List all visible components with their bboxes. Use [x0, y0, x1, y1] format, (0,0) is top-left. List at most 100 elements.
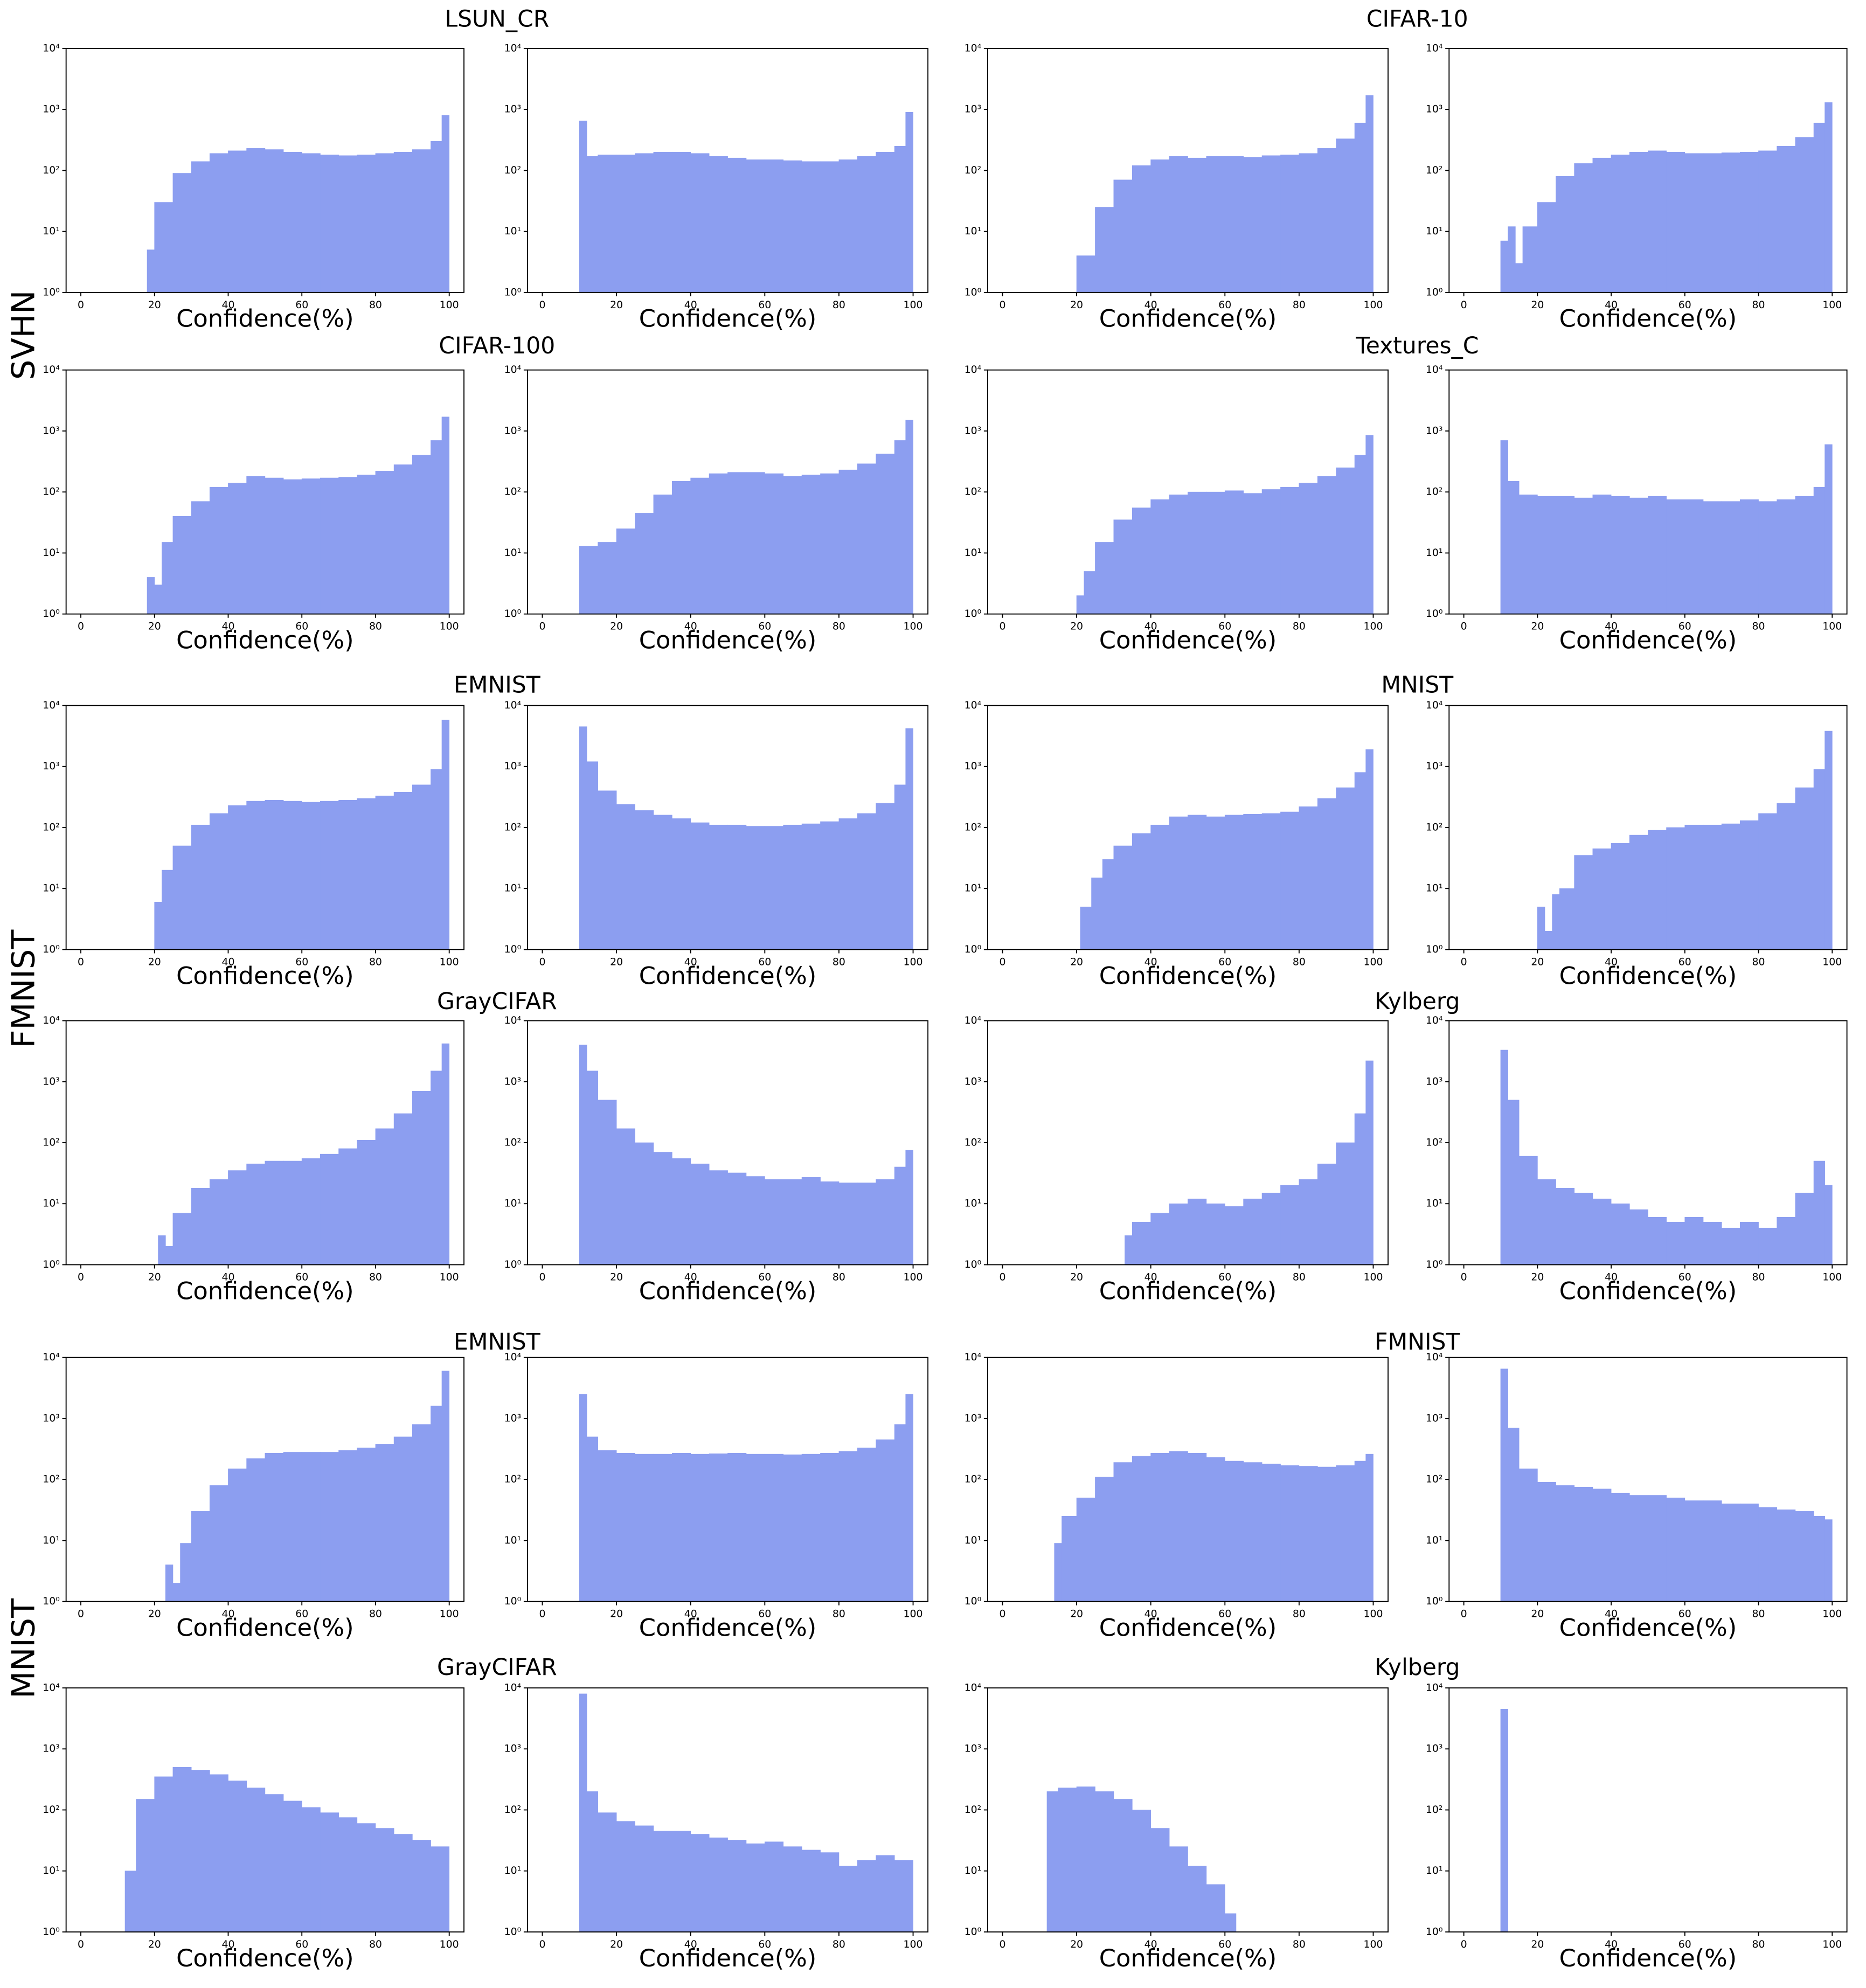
bar: [727, 472, 747, 615]
y-tick-label: 10⁴: [43, 1351, 60, 1363]
bar: [1243, 157, 1263, 293]
bar: [905, 728, 913, 950]
y-tick-label: 10³: [504, 425, 522, 436]
bar: [136, 1799, 155, 1933]
bar: [820, 1452, 840, 1602]
bar: [727, 157, 747, 293]
bar: [709, 824, 728, 950]
histogram-panel: 0 20 40 60 80 100 10⁰ 10¹ 10² 10³ 10⁴ Confidence(%): [504, 1682, 929, 1972]
bar: [441, 1043, 450, 1265]
x-axis-label: Confidence(%): [1559, 1944, 1737, 1972]
bar: [431, 1406, 442, 1602]
bar: [690, 1454, 710, 1602]
x-tick-label: 40: [1605, 1271, 1618, 1283]
y-tick-label: 10¹: [43, 547, 60, 559]
bar: [1280, 486, 1300, 615]
x-tick-label: 80: [369, 1608, 382, 1620]
bar: [265, 1452, 284, 1602]
y-tick-label: 10⁴: [43, 42, 60, 54]
bar: [1132, 833, 1151, 950]
bar: [246, 1788, 266, 1933]
x-tick-label: 20: [148, 621, 161, 632]
bar: [1648, 830, 1667, 950]
bar: [301, 1807, 321, 1933]
bar: [598, 542, 617, 615]
y-tick-label: 10⁰: [43, 286, 60, 298]
histogram-panel: 0 20 40 60 80 100 10⁰ 10¹ 10² 10³ 10⁴ Confidence(%)…: [965, 672, 1454, 990]
y-tick-label: 10¹: [43, 1865, 60, 1876]
x-tick-label: 60: [1678, 1938, 1691, 1950]
bar: [172, 1583, 181, 1602]
x-tick-label: 100: [1822, 299, 1842, 311]
x-tick-label: 0: [999, 1271, 1005, 1283]
bar: [1758, 501, 1778, 615]
y-tick-label: 10⁴: [1426, 1682, 1443, 1694]
bar: [586, 1436, 599, 1602]
x-tick-label: 20: [1070, 1608, 1083, 1620]
bar: [727, 1172, 747, 1265]
bar: [1243, 814, 1263, 950]
y-tick-label: 10¹: [965, 1198, 982, 1210]
bar: [1206, 1457, 1225, 1602]
y-tick-label: 10⁴: [504, 1351, 522, 1363]
y-tick-label: 10²: [965, 1804, 982, 1816]
x-tick-label: 40: [221, 299, 234, 311]
bar: [265, 1160, 284, 1265]
bar: [801, 823, 821, 950]
y-tick-label: 10²: [1426, 164, 1443, 176]
x-tick-label: 100: [1363, 1271, 1383, 1283]
y-tick-label: 10⁴: [504, 42, 522, 54]
x-tick-label: 80: [1752, 1608, 1765, 1620]
bar: [746, 1454, 765, 1602]
x-tick-label: 80: [833, 1271, 845, 1283]
bar: [838, 1451, 858, 1602]
bar: [598, 155, 617, 293]
y-tick-label: 10²: [43, 1804, 60, 1816]
bar: [598, 1100, 617, 1265]
y-tick-label: 10²: [1426, 1137, 1443, 1149]
bar: [191, 1770, 210, 1933]
x-tick-label: 0: [78, 1938, 84, 1950]
x-tick-label: 40: [684, 1608, 697, 1620]
bar: [671, 1158, 691, 1265]
bar: [598, 1450, 617, 1602]
bar: [357, 1448, 376, 1602]
x-tick-label: 80: [1293, 1938, 1306, 1950]
x-tick-label: 40: [684, 956, 697, 968]
y-tick-label: 10²: [504, 1473, 522, 1485]
x-axis-label: Confidence(%): [1099, 1276, 1277, 1305]
bar: [764, 1179, 784, 1265]
x-axis-label: Confidence(%): [639, 304, 817, 333]
bar: [1113, 519, 1133, 615]
bar: [1354, 1113, 1366, 1265]
y-tick-label: 10⁰: [1426, 1595, 1443, 1607]
bar: [209, 813, 228, 950]
y-tick-label: 10¹: [504, 882, 522, 894]
bar: [1261, 1463, 1281, 1602]
x-tick-label: 60: [295, 956, 308, 968]
y-tick-label: 10⁴: [1426, 1351, 1443, 1363]
x-tick-label: 40: [1144, 956, 1157, 968]
bar: [1150, 824, 1170, 950]
bar: [1758, 813, 1778, 950]
bar: [338, 477, 358, 615]
bar: [671, 481, 691, 615]
bar: [690, 477, 710, 615]
x-tick-label: 100: [440, 299, 459, 311]
histogram-panel: 0 20 40 60 80 100 10⁰ 10¹ 10² 10³ 10⁴ Confidence(%): [504, 699, 929, 990]
x-axis-label: Confidence(%): [176, 961, 354, 990]
y-tick-label: 10¹: [504, 1534, 522, 1546]
bar: [690, 1163, 710, 1265]
bar: [709, 1837, 728, 1933]
bar: [1299, 483, 1318, 615]
bar: [1739, 1503, 1759, 1602]
bar: [1825, 1519, 1833, 1602]
bar: [412, 149, 431, 293]
bar: [598, 790, 617, 950]
bar: [209, 486, 228, 615]
chart-title: MNIST: [1381, 672, 1454, 699]
x-tick-label: 40: [1144, 1271, 1157, 1283]
y-tick-label: 10¹: [1426, 1865, 1443, 1876]
x-tick-label: 100: [440, 956, 459, 968]
row-label: FMNIST: [4, 929, 41, 1048]
